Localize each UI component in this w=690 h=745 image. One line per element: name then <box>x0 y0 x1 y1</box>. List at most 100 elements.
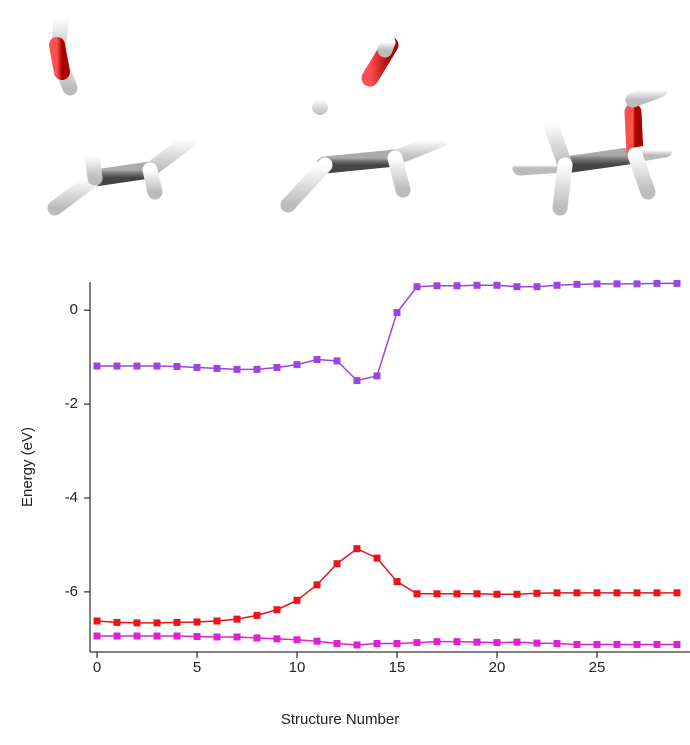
point <box>334 640 341 647</box>
molecule-reactant <box>55 18 190 208</box>
point <box>274 364 281 371</box>
point <box>494 591 501 598</box>
point <box>534 590 541 597</box>
point <box>194 364 201 371</box>
point <box>234 616 241 623</box>
point <box>494 282 501 289</box>
point <box>254 612 261 619</box>
point <box>374 372 381 379</box>
point <box>674 280 681 287</box>
point <box>134 363 141 370</box>
point <box>294 636 301 643</box>
point <box>194 618 201 625</box>
point <box>614 641 621 648</box>
point <box>514 283 521 290</box>
point <box>454 638 461 645</box>
point <box>274 635 281 642</box>
y-tick-label: -2 <box>65 395 78 412</box>
molecule-product <box>520 90 665 208</box>
point <box>654 589 661 596</box>
point <box>414 283 421 290</box>
point <box>94 363 101 370</box>
point <box>334 357 341 364</box>
point <box>554 640 561 647</box>
point <box>314 581 321 588</box>
molecule-transition <box>288 42 440 205</box>
point <box>374 555 381 562</box>
point <box>114 619 121 626</box>
point <box>114 633 121 640</box>
point <box>414 590 421 597</box>
point <box>474 282 481 289</box>
point <box>654 280 661 287</box>
point <box>474 590 481 597</box>
point <box>434 282 441 289</box>
point <box>354 641 361 648</box>
point <box>234 633 241 640</box>
point <box>354 545 361 552</box>
point <box>614 589 621 596</box>
x-tick-label: 20 <box>489 659 506 676</box>
point <box>554 589 561 596</box>
point <box>354 377 361 384</box>
point <box>294 597 301 604</box>
point <box>454 590 461 597</box>
point <box>574 641 581 648</box>
point <box>394 309 401 316</box>
point <box>394 640 401 647</box>
point <box>94 633 101 640</box>
point <box>514 591 521 598</box>
point <box>174 619 181 626</box>
figure: Structure Number Energy (eV) 0-2-4-60510… <box>0 0 690 740</box>
point <box>674 589 681 596</box>
point <box>594 641 601 648</box>
point <box>214 633 221 640</box>
point <box>94 618 101 625</box>
point <box>154 619 161 626</box>
series-line <box>97 636 677 645</box>
point <box>394 578 401 585</box>
point <box>214 618 221 625</box>
point <box>514 639 521 646</box>
point <box>494 639 501 646</box>
point <box>134 619 141 626</box>
point <box>674 641 681 648</box>
x-tick-label: 5 <box>193 659 201 676</box>
point <box>194 633 201 640</box>
point <box>154 633 161 640</box>
x-tick-label: 25 <box>589 659 606 676</box>
point <box>174 363 181 370</box>
x-axis-label: Structure Number <box>281 711 399 728</box>
point <box>134 633 141 640</box>
x-tick-label: 10 <box>289 659 306 676</box>
x-tick-label: 15 <box>389 659 406 676</box>
point <box>334 560 341 567</box>
point <box>474 639 481 646</box>
x-tick-label: 0 <box>93 659 101 676</box>
y-tick-label: 0 <box>70 301 78 318</box>
point <box>534 283 541 290</box>
point <box>294 361 301 368</box>
point <box>154 363 161 370</box>
point <box>614 280 621 287</box>
point <box>654 641 661 648</box>
point <box>174 633 181 640</box>
point <box>634 589 641 596</box>
point <box>254 634 261 641</box>
point <box>594 280 601 287</box>
point <box>454 282 461 289</box>
point <box>274 606 281 613</box>
point <box>254 366 261 373</box>
point <box>634 641 641 648</box>
point <box>594 589 601 596</box>
point <box>554 282 561 289</box>
point <box>434 638 441 645</box>
point <box>314 356 321 363</box>
point <box>214 365 221 372</box>
series-line <box>97 549 677 623</box>
point <box>314 638 321 645</box>
point <box>634 280 641 287</box>
point <box>374 640 381 647</box>
y-tick-label: -4 <box>65 489 78 506</box>
point <box>574 281 581 288</box>
